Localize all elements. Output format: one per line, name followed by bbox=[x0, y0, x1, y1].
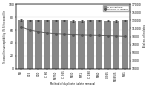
Bar bbox=[35, 20, 42, 69]
Bar bbox=[52, 20, 59, 69]
Y-axis label: Total no. of isolates: Total no. of isolates bbox=[143, 25, 147, 49]
Legend: % susceptible, Total no. S. aureus: % susceptible, Total no. S. aureus bbox=[103, 5, 129, 11]
Bar bbox=[78, 21, 85, 69]
Bar bbox=[104, 21, 111, 69]
Bar bbox=[61, 20, 68, 69]
Bar bbox=[18, 20, 24, 69]
X-axis label: Method of duplicate isolate removal: Method of duplicate isolate removal bbox=[51, 82, 96, 86]
Bar bbox=[96, 20, 102, 69]
Bar bbox=[113, 21, 119, 69]
Y-axis label: % oxacillin susceptibility (% S) to oxacillin: % oxacillin susceptibility (% S) to oxac… bbox=[3, 10, 7, 63]
Bar bbox=[122, 20, 128, 69]
Bar bbox=[87, 20, 93, 69]
Bar bbox=[70, 21, 76, 69]
Bar bbox=[27, 20, 33, 69]
Bar bbox=[44, 20, 50, 69]
